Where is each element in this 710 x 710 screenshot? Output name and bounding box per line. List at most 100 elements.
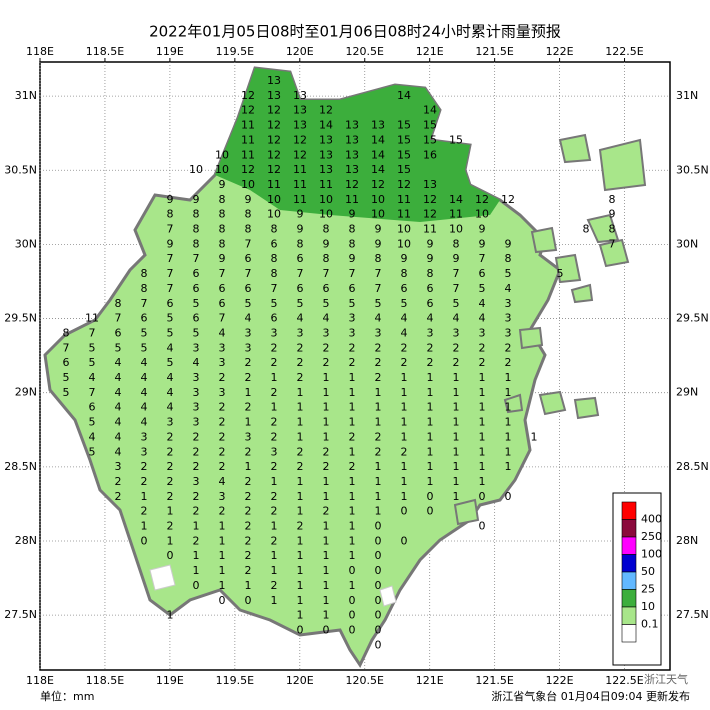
x-tick-label: 121.5E [475, 45, 513, 58]
grid-value: 9 [297, 223, 304, 236]
grid-value: 5 [323, 297, 330, 310]
grid-value: 6 [297, 282, 304, 295]
grid-value: 5 [505, 267, 512, 280]
grid-value: 0 [349, 623, 356, 636]
grid-value: 2 [479, 341, 486, 354]
grid-value: 2 [375, 371, 382, 384]
x-tick-label: 119.5E [216, 674, 254, 687]
grid-value: 1 [323, 579, 330, 592]
grid-value: 11 [241, 148, 255, 161]
grid-value: 2 [271, 579, 278, 592]
grid-value: 2 [323, 445, 330, 458]
grid-value: 1 [323, 549, 330, 562]
grid-value: 2 [193, 534, 200, 547]
grid-value: 2 [375, 341, 382, 354]
grid-value: 1 [375, 460, 382, 473]
grid-value: 1 [271, 520, 278, 533]
y-tick-label: 30.5N [676, 163, 709, 176]
grid-value: 11 [397, 193, 411, 206]
grid-value: 7 [219, 267, 226, 280]
grid-value: 1 [453, 401, 460, 414]
grid-value: 1 [323, 386, 330, 399]
grid-value: 12 [267, 133, 281, 146]
grid-value: 14 [371, 148, 385, 161]
x-tick-label: 121E [416, 45, 444, 58]
grid-value: 1 [349, 520, 356, 533]
grid-value: 5 [115, 341, 122, 354]
legend-label: 25 [641, 583, 655, 596]
grid-value: 13 [293, 119, 307, 132]
grid-value: 2 [245, 564, 252, 577]
grid-value: 12 [501, 193, 515, 206]
grid-value: 12 [423, 208, 437, 221]
grid-value: 6 [63, 356, 70, 369]
legend-label: 10 [641, 600, 655, 613]
grid-value: 5 [297, 297, 304, 310]
grid-value: 1 [323, 609, 330, 622]
grid-value: 2 [297, 445, 304, 458]
grid-value: 13 [345, 148, 359, 161]
grid-value: 7 [219, 312, 226, 325]
grid-value: 9 [167, 237, 174, 250]
grid-value: 2 [193, 430, 200, 443]
grid-value: 2 [167, 460, 174, 473]
grid-value: 2 [375, 430, 382, 443]
grid-value: 1 [297, 386, 304, 399]
grid-value: 0 [219, 594, 226, 607]
grid-value: 0 [427, 505, 434, 518]
grid-value: 1 [453, 386, 460, 399]
grid-value: 1 [479, 475, 486, 488]
grid-value: 2 [167, 475, 174, 488]
grid-value: 2 [193, 505, 200, 518]
grid-value: 3 [479, 326, 486, 339]
grid-value: 2 [245, 445, 252, 458]
grid-value: 2 [245, 549, 252, 562]
grid-value: 12 [241, 104, 255, 117]
x-tick-label: 121.5E [475, 674, 513, 687]
grid-value: 0 [375, 623, 382, 636]
grid-value: 13 [293, 104, 307, 117]
grid-value: 2 [245, 401, 252, 414]
grid-value: 1 [453, 445, 460, 458]
legend-label: 250 [641, 530, 662, 543]
x-tick-label: 118E [26, 45, 54, 58]
x-tick-label: 120E [286, 674, 314, 687]
grid-value: 7 [609, 237, 616, 250]
grid-value: 0 [375, 549, 382, 562]
grid-value: 3 [453, 326, 460, 339]
grid-value: 2 [297, 520, 304, 533]
grid-value: 4 [375, 312, 382, 325]
grid-value: 1 [349, 549, 356, 562]
grid-value: 14 [449, 193, 463, 206]
grid-value: 1 [453, 430, 460, 443]
grid-value: 5 [193, 297, 200, 310]
grid-value: 7 [453, 267, 460, 280]
grid-value: 2 [453, 356, 460, 369]
grid-value: 2 [219, 505, 226, 518]
grid-value: 2 [505, 341, 512, 354]
legend-swatch [621, 536, 637, 555]
grid-value: 0 [505, 490, 512, 503]
rain-zone-10-25 [215, 68, 500, 222]
grid-value: 5 [349, 297, 356, 310]
grid-value: 4 [167, 386, 174, 399]
grid-value: 2 [401, 356, 408, 369]
grid-value: 10 [449, 223, 463, 236]
grid-value: 15 [397, 163, 411, 176]
grid-value: 8 [349, 237, 356, 250]
grid-value: 1 [271, 401, 278, 414]
grid-value: 5 [89, 356, 96, 369]
grid-value: 8 [453, 237, 460, 250]
grid-value: 4 [167, 341, 174, 354]
grid-value: 1 [219, 534, 226, 547]
y-tick-label: 28.5N [676, 460, 709, 473]
grid-value: 12 [319, 104, 333, 117]
grid-value: 15 [449, 133, 463, 146]
grid-value: 8 [375, 252, 382, 265]
grid-value: 8 [193, 237, 200, 250]
grid-value: 3 [115, 460, 122, 473]
grid-value: 6 [193, 267, 200, 280]
grid-value: 1 [505, 401, 512, 414]
grid-value: 13 [319, 163, 333, 176]
grid-value: 15 [423, 133, 437, 146]
